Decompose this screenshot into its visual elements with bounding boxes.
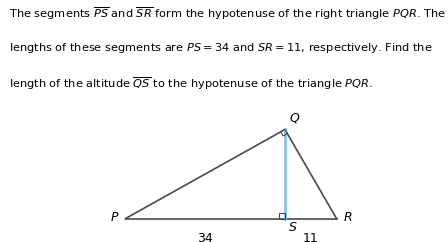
Text: 34: 34 bbox=[198, 232, 213, 242]
Text: 11: 11 bbox=[303, 232, 319, 242]
Text: S: S bbox=[289, 221, 297, 234]
Text: Q: Q bbox=[290, 112, 300, 125]
Text: The segments $\overline{PS}$ and $\overline{SR}$ form the hypotenuse of the righ: The segments $\overline{PS}$ and $\overl… bbox=[9, 5, 446, 22]
Text: length of the altitude $\overline{QS}$ to the hypotenuse of the triangle $PQR$.: length of the altitude $\overline{QS}$ t… bbox=[9, 76, 373, 92]
Text: R: R bbox=[344, 211, 352, 224]
Text: lengths of these segments are $PS = 34$ and $SR = 11$, respectively. Find the: lengths of these segments are $PS = 34$ … bbox=[9, 41, 433, 55]
Text: P: P bbox=[111, 211, 119, 224]
